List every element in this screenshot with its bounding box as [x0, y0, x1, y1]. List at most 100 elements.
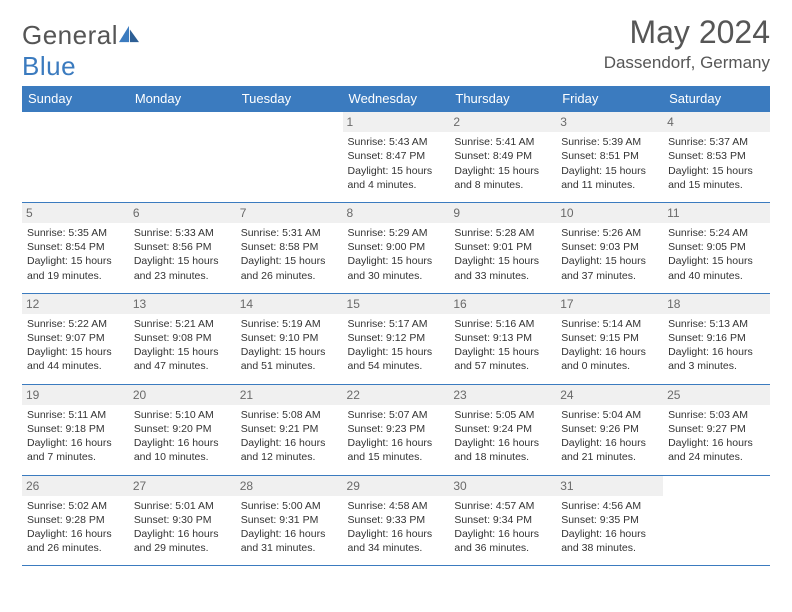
sunset-line: Sunset: 9:34 PM — [454, 513, 551, 527]
calendar-cell: 12Sunrise: 5:22 AMSunset: 9:07 PMDayligh… — [22, 293, 129, 384]
sunset-line: Sunset: 8:47 PM — [348, 149, 445, 163]
day-number: 25 — [663, 385, 770, 405]
sail-icon — [118, 24, 140, 44]
sunset-line: Sunset: 9:20 PM — [134, 422, 231, 436]
daylight-line: Daylight: 15 hours and 37 minutes. — [561, 254, 658, 282]
calendar-cell: 11Sunrise: 5:24 AMSunset: 9:05 PMDayligh… — [663, 202, 770, 293]
day-info: Sunrise: 4:57 AMSunset: 9:34 PMDaylight:… — [453, 499, 552, 556]
calendar-cell: 1Sunrise: 5:43 AMSunset: 8:47 PMDaylight… — [343, 112, 450, 203]
sunset-line: Sunset: 8:58 PM — [241, 240, 338, 254]
daylight-line: Daylight: 15 hours and 19 minutes. — [27, 254, 124, 282]
sunset-line: Sunset: 9:23 PM — [348, 422, 445, 436]
day-info: Sunrise: 5:31 AMSunset: 8:58 PMDaylight:… — [240, 226, 339, 283]
day-number: 2 — [449, 112, 556, 132]
sunset-line: Sunset: 9:31 PM — [241, 513, 338, 527]
day-info: Sunrise: 5:19 AMSunset: 9:10 PMDaylight:… — [240, 317, 339, 374]
day-info: Sunrise: 5:01 AMSunset: 9:30 PMDaylight:… — [133, 499, 232, 556]
sunrise-line: Sunrise: 5:13 AM — [668, 317, 765, 331]
sunset-line: Sunset: 9:24 PM — [454, 422, 551, 436]
sunrise-line: Sunrise: 5:29 AM — [348, 226, 445, 240]
daylight-line: Daylight: 15 hours and 4 minutes. — [348, 164, 445, 192]
day-number: 28 — [236, 476, 343, 496]
day-info: Sunrise: 5:02 AMSunset: 9:28 PMDaylight:… — [26, 499, 125, 556]
daylight-line: Daylight: 16 hours and 7 minutes. — [27, 436, 124, 464]
brand-part1: General — [22, 20, 118, 50]
sunset-line: Sunset: 9:30 PM — [134, 513, 231, 527]
day-number: 16 — [449, 294, 556, 314]
brand-logo: GeneralBlue — [22, 14, 140, 82]
day-number: 19 — [22, 385, 129, 405]
day-info: Sunrise: 5:29 AMSunset: 9:00 PMDaylight:… — [347, 226, 446, 283]
calendar-week: 12Sunrise: 5:22 AMSunset: 9:07 PMDayligh… — [22, 293, 770, 384]
sunrise-line: Sunrise: 5:28 AM — [454, 226, 551, 240]
calendar-cell: 3Sunrise: 5:39 AMSunset: 8:51 PMDaylight… — [556, 112, 663, 203]
brand-text: GeneralBlue — [22, 20, 140, 82]
sunrise-line: Sunrise: 5:24 AM — [668, 226, 765, 240]
weekday-header: Saturday — [663, 86, 770, 112]
sunset-line: Sunset: 9:05 PM — [668, 240, 765, 254]
day-info: Sunrise: 5:07 AMSunset: 9:23 PMDaylight:… — [347, 408, 446, 465]
day-number: 17 — [556, 294, 663, 314]
header: GeneralBlue May 2024 Dassendorf, Germany — [22, 14, 770, 82]
sunrise-line: Sunrise: 5:05 AM — [454, 408, 551, 422]
calendar-cell: 17Sunrise: 5:14 AMSunset: 9:15 PMDayligh… — [556, 293, 663, 384]
daylight-line: Daylight: 16 hours and 15 minutes. — [348, 436, 445, 464]
day-info: Sunrise: 5:08 AMSunset: 9:21 PMDaylight:… — [240, 408, 339, 465]
sunrise-line: Sunrise: 5:33 AM — [134, 226, 231, 240]
day-number: 30 — [449, 476, 556, 496]
calendar-cell: 16 Sunrise: 5:16 AMSunset: 9:13 PMDayligh… — [449, 293, 556, 384]
day-info: Sunrise: 5:10 AMSunset: 9:20 PMDaylight:… — [133, 408, 232, 465]
sunrise-line: Sunrise: 5:35 AM — [27, 226, 124, 240]
calendar-cell: 8Sunrise: 5:29 AMSunset: 9:00 PMDaylight… — [343, 202, 450, 293]
daylight-line: Daylight: 16 hours and 34 minutes. — [348, 527, 445, 555]
day-info: Sunrise: 5:00 AMSunset: 9:31 PMDaylight:… — [240, 499, 339, 556]
daylight-line: Daylight: 16 hours and 21 minutes. — [561, 436, 658, 464]
sunset-line: Sunset: 9:16 PM — [668, 331, 765, 345]
day-number: 15 — [343, 294, 450, 314]
day-number: 27 — [129, 476, 236, 496]
sunrise-line: Sunrise: 5:39 AM — [561, 135, 658, 149]
sunset-line: Sunset: 9:18 PM — [27, 422, 124, 436]
day-number: 9 — [449, 203, 556, 223]
day-info: Sunrise: 5:11 AMSunset: 9:18 PMDaylight:… — [26, 408, 125, 465]
day-info: Sunrise: 5:37 AMSunset: 8:53 PMDaylight:… — [667, 135, 766, 192]
day-info: Sunrise: 5:35 AMSunset: 8:54 PMDaylight:… — [26, 226, 125, 283]
daylight-line: Daylight: 15 hours and 30 minutes. — [348, 254, 445, 282]
daylight-line: Daylight: 15 hours and 23 minutes. — [134, 254, 231, 282]
day-info: Sunrise: 5:13 AMSunset: 9:16 PMDaylight:… — [667, 317, 766, 374]
sunset-line: Sunset: 9:26 PM — [561, 422, 658, 436]
daylight-line: Daylight: 15 hours and 57 minutes. — [454, 345, 551, 373]
day-number: 5 — [22, 203, 129, 223]
sunrise-line: Sunrise: 5:14 AM — [561, 317, 658, 331]
calendar-cell: 30 Sunrise: 4:57 AMSunset: 9:34 PMDayligh… — [449, 475, 556, 566]
day-number: 26 — [22, 476, 129, 496]
calendar-week: 26 Sunrise: 5:02 AMSunset: 9:28 PMDayligh… — [22, 475, 770, 566]
daylight-line: Daylight: 16 hours and 18 minutes. — [454, 436, 551, 464]
calendar-cell: 23Sunrise: 5:05 AMSunset: 9:24 PMDayligh… — [449, 384, 556, 475]
calendar-cell — [129, 112, 236, 203]
daylight-line: Daylight: 15 hours and 54 minutes. — [348, 345, 445, 373]
calendar-cell: 20Sunrise: 5:10 AMSunset: 9:20 PMDayligh… — [129, 384, 236, 475]
daylight-line: Daylight: 16 hours and 24 minutes. — [668, 436, 765, 464]
day-number: 29 — [343, 476, 450, 496]
calendar-cell: 9Sunrise: 5:28 AMSunset: 9:01 PMDaylight… — [449, 202, 556, 293]
day-info: Sunrise: 5:16 AMSunset: 9:13 PMDaylight:… — [453, 317, 552, 374]
calendar-cell — [236, 112, 343, 203]
daylight-line: Daylight: 16 hours and 31 minutes. — [241, 527, 338, 555]
sunrise-line: Sunrise: 5:22 AM — [27, 317, 124, 331]
calendar-cell: 31Sunrise: 4:56 AMSunset: 9:35 PMDayligh… — [556, 475, 663, 566]
sunrise-line: Sunrise: 4:58 AM — [348, 499, 445, 513]
sunset-line: Sunset: 9:00 PM — [348, 240, 445, 254]
daylight-line: Daylight: 16 hours and 29 minutes. — [134, 527, 231, 555]
day-number: 31 — [556, 476, 663, 496]
calendar-cell: 5 Sunrise: 5:35 AMSunset: 8:54 PMDaylight… — [22, 202, 129, 293]
calendar-cell: 10Sunrise: 5:26 AMSunset: 9:03 PMDayligh… — [556, 202, 663, 293]
sunrise-line: Sunrise: 5:43 AM — [348, 135, 445, 149]
calendar-cell: 25Sunrise: 5:03 AMSunset: 9:27 PMDayligh… — [663, 384, 770, 475]
day-info: Sunrise: 5:22 AMSunset: 9:07 PMDaylight:… — [26, 317, 125, 374]
daylight-line: Daylight: 15 hours and 8 minutes. — [454, 164, 551, 192]
day-info: Sunrise: 5:39 AMSunset: 8:51 PMDaylight:… — [560, 135, 659, 192]
sunset-line: Sunset: 9:10 PM — [241, 331, 338, 345]
calendar-cell: 4Sunrise: 5:37 AMSunset: 8:53 PMDaylight… — [663, 112, 770, 203]
day-number: 7 — [236, 203, 343, 223]
